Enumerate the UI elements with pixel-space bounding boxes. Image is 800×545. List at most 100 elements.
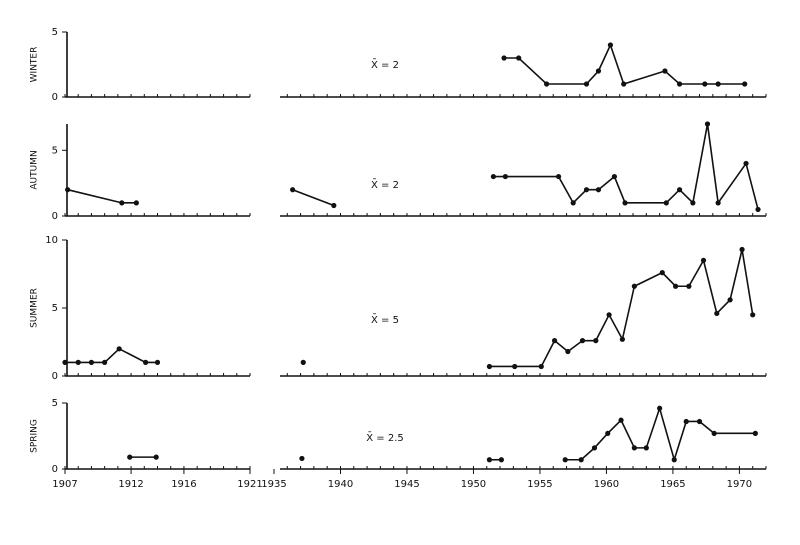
point xyxy=(659,270,665,276)
point xyxy=(583,81,590,87)
x-tick-label: 1965 xyxy=(660,479,685,490)
point xyxy=(300,359,306,365)
x-tick-label: 1921 xyxy=(237,479,262,490)
point xyxy=(551,338,558,344)
point xyxy=(593,338,599,344)
point xyxy=(127,454,133,460)
y-tick-label: 5 xyxy=(52,145,58,156)
point xyxy=(752,430,758,436)
point xyxy=(65,187,71,193)
line-series xyxy=(565,405,756,463)
point xyxy=(119,200,125,206)
point xyxy=(686,283,692,289)
point xyxy=(143,359,149,365)
point xyxy=(486,363,493,370)
x-tick-label: 1912 xyxy=(118,479,143,490)
point xyxy=(562,457,568,463)
point xyxy=(579,338,586,344)
point xyxy=(702,81,708,87)
point xyxy=(672,283,679,289)
y-tick-label: 5 xyxy=(52,398,58,409)
point xyxy=(676,187,683,193)
point xyxy=(621,81,627,87)
point xyxy=(154,359,161,365)
point xyxy=(498,457,504,463)
point xyxy=(595,68,602,74)
annotation: X̄ = 5 xyxy=(371,313,399,326)
annotation: X̄ = 2 xyxy=(371,178,399,191)
point xyxy=(570,200,576,206)
point xyxy=(62,359,68,365)
point xyxy=(743,160,749,167)
point xyxy=(606,312,612,318)
point xyxy=(750,312,756,318)
x-tick-label: 1907 xyxy=(52,479,77,490)
x-tick-label: 1916 xyxy=(171,479,196,490)
point xyxy=(715,81,721,87)
x-tick-label: 1970 xyxy=(727,479,752,490)
point xyxy=(605,430,611,436)
point xyxy=(486,457,493,463)
point xyxy=(290,187,296,193)
point xyxy=(591,445,598,451)
point xyxy=(618,417,624,423)
point xyxy=(583,187,590,193)
point xyxy=(516,55,522,61)
point xyxy=(501,55,507,61)
point xyxy=(331,202,337,209)
point xyxy=(711,430,717,436)
x-tick-label: 1935 xyxy=(261,479,286,490)
y-axis-label: SUMMER xyxy=(30,288,40,328)
point xyxy=(663,200,669,206)
point xyxy=(133,200,139,206)
point xyxy=(75,359,81,365)
point xyxy=(538,363,544,370)
line-series xyxy=(489,249,754,368)
y-tick-label: 0 xyxy=(52,371,58,382)
annotation: X̄ = 2 xyxy=(371,58,399,71)
line-series xyxy=(504,42,745,85)
point xyxy=(727,297,733,303)
point xyxy=(690,200,696,206)
point xyxy=(755,206,761,213)
point xyxy=(490,173,497,180)
x-tick-label: 1950 xyxy=(461,479,486,490)
point xyxy=(676,81,683,87)
y-tick-label: 0 xyxy=(52,464,58,475)
line-series xyxy=(292,188,335,207)
point xyxy=(102,359,108,365)
point xyxy=(88,359,95,365)
x-tick-label: 1940 xyxy=(328,479,353,490)
y-tick-label: 5 xyxy=(52,27,58,38)
y-tick-label: 0 xyxy=(52,211,58,222)
point xyxy=(555,173,562,180)
x-tick-label: 1945 xyxy=(394,479,419,490)
point xyxy=(662,68,668,74)
y-axis-label: AUTUMN xyxy=(30,150,40,189)
point xyxy=(622,200,628,206)
point xyxy=(643,445,649,451)
point xyxy=(153,454,159,460)
y-axis-label: SPRING xyxy=(30,419,40,453)
point xyxy=(671,457,677,463)
point xyxy=(299,455,305,462)
annotation: X̄ = 2.5 xyxy=(366,431,404,444)
point xyxy=(631,445,637,451)
point xyxy=(714,310,720,317)
point xyxy=(657,405,663,411)
point xyxy=(512,363,518,370)
point xyxy=(619,336,625,342)
point xyxy=(742,81,748,87)
y-tick-label: 0 xyxy=(52,92,58,103)
y-tick-label: 10 xyxy=(45,235,58,246)
point xyxy=(578,457,584,463)
point xyxy=(543,81,550,87)
point xyxy=(565,348,571,355)
point xyxy=(607,42,614,48)
point xyxy=(631,283,637,289)
point xyxy=(739,246,745,253)
y-axis-label: WINTER xyxy=(30,47,40,83)
point xyxy=(502,173,508,180)
point xyxy=(704,121,711,127)
